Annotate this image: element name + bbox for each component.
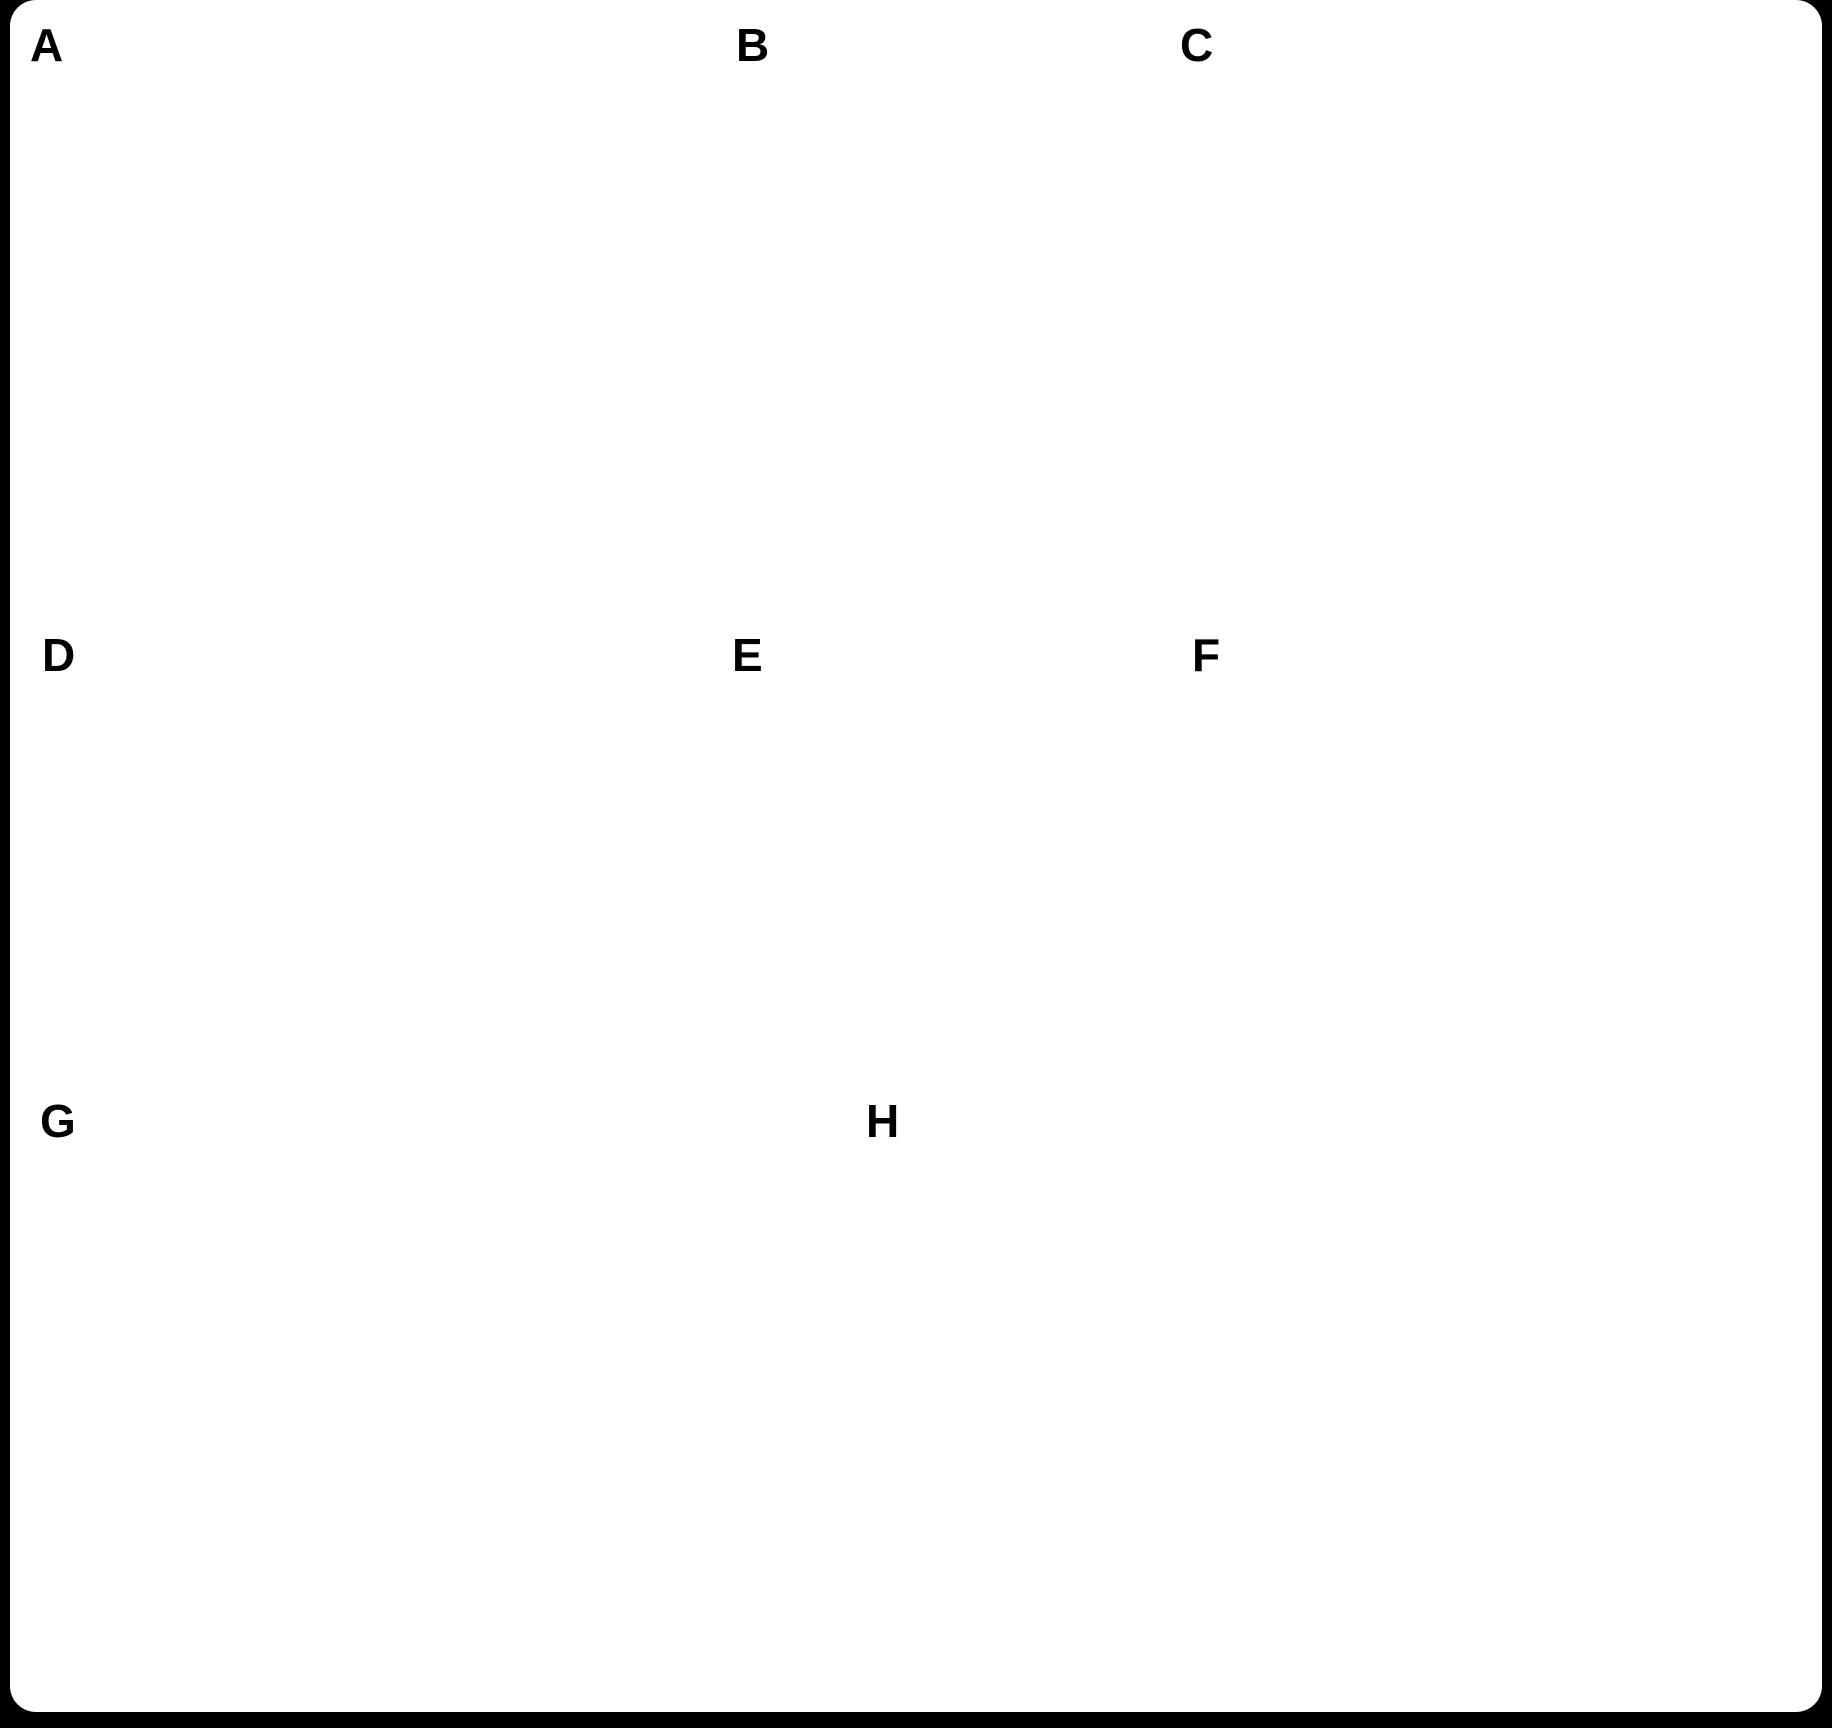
panel-d-upset-plot: [20, 545, 720, 1020]
panel-label-c: C: [1180, 19, 1214, 71]
panel-f-oncoplot: [1240, 545, 1832, 1120]
panel-e-cube-heatmap: [700, 545, 1260, 1120]
panel-label-b: B: [736, 19, 770, 71]
panel-label-f: F: [1192, 629, 1221, 681]
figure-sheet: [10, 0, 1822, 1712]
panel-label-e: E: [732, 629, 763, 681]
panel-label-g: G: [40, 1095, 76, 1147]
panel-h-group-heatmaps: [830, 1090, 1832, 1728]
panel-c-facet-scatter: [1270, 8, 1832, 592]
panel-label-h: H: [866, 1095, 900, 1147]
panel-label-a: A: [30, 19, 64, 71]
panel-label-d: D: [42, 629, 76, 681]
panel-g-tanglegram: [0, 1090, 830, 1728]
panel-b-circular-dendrogram: [545, 0, 1285, 560]
